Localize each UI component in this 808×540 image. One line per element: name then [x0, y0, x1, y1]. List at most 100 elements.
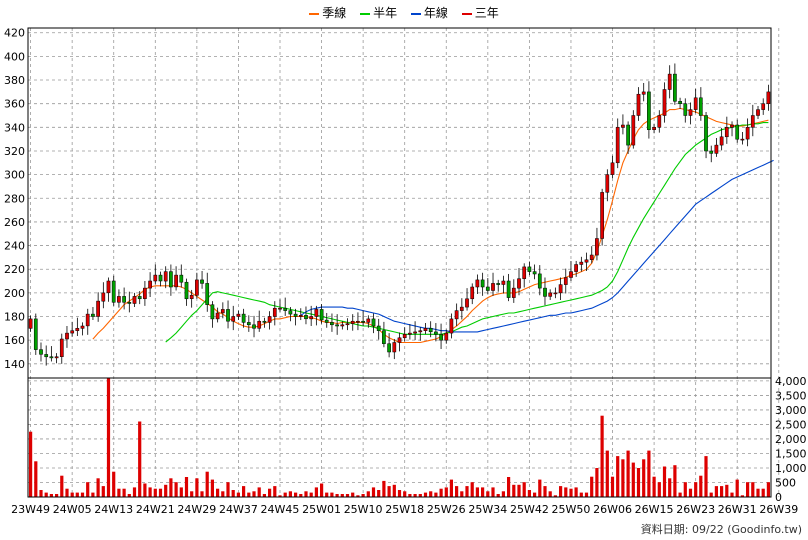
candle-body: [49, 356, 54, 359]
candle: [169, 264, 173, 296]
candle: [366, 315, 371, 328]
candle-body: [215, 312, 220, 320]
volume-bar: [730, 492, 734, 497]
candle: [220, 302, 225, 319]
volume-bar: [465, 486, 469, 497]
volume-bar: [584, 492, 589, 497]
candle: [174, 266, 178, 291]
candle: [626, 121, 630, 154]
candle-body: [569, 271, 573, 278]
candle: [506, 273, 511, 302]
volume-bar: [392, 484, 396, 497]
candle-body: [65, 332, 69, 340]
candle-body: [44, 354, 49, 358]
volume-bar: [153, 488, 157, 497]
volume-bar: [164, 484, 168, 497]
volume-bar: [642, 459, 646, 497]
candle-body: [288, 310, 293, 315]
candle-body: [402, 334, 407, 339]
candle-body: [231, 316, 236, 322]
legend-item-quarter[interactable]: 季線: [309, 4, 346, 21]
volume-grid: [28, 380, 771, 483]
candle: [740, 132, 745, 145]
volume-tick-label: 2,000: [775, 433, 807, 446]
legend-item-half-year[interactable]: 半年: [360, 4, 397, 21]
time-tick-label: 23W49: [11, 503, 50, 516]
candle-body: [70, 330, 75, 334]
candle-body: [641, 91, 646, 95]
quarter-ma-line: [92, 107, 769, 344]
volume-bar: [636, 468, 641, 497]
candle-body: [652, 127, 656, 130]
candle: [298, 308, 303, 321]
volume-bar: [621, 459, 625, 497]
volume-bar: [470, 482, 474, 497]
candle-body: [382, 330, 386, 344]
volume-bar: [548, 491, 552, 497]
volume-bar: [299, 494, 303, 497]
candle-body: [59, 338, 64, 357]
price-panel-frame: [27, 27, 772, 379]
volume-bar: [455, 486, 459, 497]
candle-body: [350, 320, 355, 324]
price-tick-label: 180: [4, 311, 25, 324]
candle-body: [163, 271, 168, 282]
time-tick-label: 24W05: [53, 503, 92, 516]
candle-body: [480, 279, 485, 288]
volume-bar: [434, 492, 438, 497]
volume-bar: [335, 494, 339, 497]
candle-body: [262, 320, 267, 323]
candle-body: [485, 286, 490, 291]
volume-bar: [366, 491, 370, 497]
candle-body: [761, 103, 766, 110]
candle-body: [621, 124, 625, 128]
candle: [236, 310, 241, 321]
volume-bar: [626, 450, 630, 497]
volume-bar: [356, 495, 360, 497]
volume-bar: [486, 491, 490, 497]
candle: [397, 332, 402, 352]
candle-body: [470, 286, 475, 300]
volume-bar: [704, 456, 708, 497]
candle: [537, 265, 542, 296]
volume-bar: [688, 488, 693, 497]
candle: [579, 256, 584, 272]
volume-bar: [44, 492, 48, 497]
legend-item-year[interactable]: 年線: [410, 4, 448, 21]
time-tick-label: 25W50: [552, 503, 591, 516]
volume-bar: [377, 490, 381, 497]
legend-swatch-quarter: [309, 12, 320, 15]
candle-body: [745, 127, 750, 140]
volume-bar: [761, 488, 765, 497]
candle: [698, 87, 703, 121]
volume-bar: [226, 482, 230, 497]
candle-body: [704, 115, 708, 152]
candle: [527, 261, 532, 276]
volume-bar: [158, 488, 163, 497]
volume-bar: [75, 492, 79, 497]
candle: [745, 118, 750, 147]
volume-bar: [148, 487, 152, 497]
legend-label-three-year: 三年: [474, 6, 499, 20]
volume-bar: [288, 491, 292, 497]
candle-body: [724, 127, 729, 138]
candle-body: [647, 91, 651, 130]
candle-body: [298, 315, 303, 317]
volume-bar: [174, 482, 178, 497]
candle-body: [143, 287, 147, 299]
candle-body: [636, 93, 641, 116]
candle: [137, 291, 142, 305]
volume-bar: [309, 492, 313, 497]
volume-bar: [756, 488, 760, 497]
volume-bar: [735, 479, 739, 497]
candle: [163, 266, 168, 289]
candle: [231, 305, 236, 331]
candle: [423, 323, 428, 335]
volume-bar: [325, 492, 329, 497]
volume-bar: [657, 482, 661, 497]
candle: [756, 106, 760, 120]
price-tick-label: 220: [4, 263, 25, 276]
volume-bar: [491, 487, 495, 497]
candle-body: [356, 320, 360, 323]
legend-item-three-year[interactable]: 三年: [461, 4, 499, 21]
